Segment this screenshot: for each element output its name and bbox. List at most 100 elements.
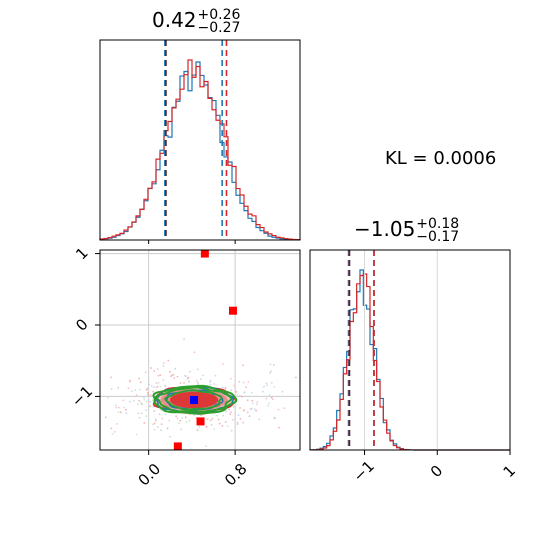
sample-point <box>104 416 107 419</box>
sample-point <box>138 400 141 402</box>
sample-point <box>158 413 161 416</box>
sample-point <box>213 428 216 430</box>
param-2-lower: −0.17 <box>416 228 460 245</box>
sample-point <box>110 388 113 390</box>
sample-point <box>230 429 233 432</box>
sample-point <box>230 377 232 380</box>
sample-point <box>132 399 135 402</box>
sample-point <box>134 389 137 391</box>
sample-point <box>211 417 214 420</box>
sample-point <box>125 412 128 415</box>
sample-point <box>162 362 165 364</box>
sample-point <box>221 425 224 427</box>
sample-point <box>198 426 201 428</box>
sample-point <box>226 425 229 427</box>
sample-point <box>179 382 182 384</box>
sample-point <box>218 422 221 425</box>
sample-point <box>183 382 185 384</box>
sample-point <box>160 429 163 431</box>
sample-point <box>239 418 242 420</box>
sample-point <box>175 415 178 417</box>
sample-point <box>149 405 152 408</box>
sample-point <box>143 422 146 424</box>
sample-point <box>137 412 140 415</box>
sample-point <box>242 381 245 384</box>
sample-point <box>150 367 153 369</box>
sample-point <box>188 419 191 422</box>
contour-green-mid <box>155 386 233 413</box>
sample-point <box>197 383 200 385</box>
sample-point <box>281 390 284 393</box>
sample-point <box>241 395 243 398</box>
sample-point <box>270 396 273 399</box>
sample-point <box>244 395 247 398</box>
sample-point <box>277 408 280 411</box>
sample-point <box>139 388 142 391</box>
sample-point <box>125 408 127 411</box>
sample-point <box>141 403 144 406</box>
histogram-blue-param-1 <box>99 61 301 241</box>
sample-point <box>152 405 155 408</box>
sample-point <box>263 385 265 388</box>
sample-point <box>153 410 156 412</box>
sample-point <box>185 421 188 423</box>
sample-point <box>168 419 171 422</box>
sample-point <box>149 400 152 403</box>
sample-point <box>159 408 162 411</box>
sample-point <box>135 433 138 436</box>
sample-point <box>217 418 220 421</box>
sample-point <box>265 397 268 400</box>
sample-point <box>151 423 154 426</box>
sample-point <box>193 351 196 354</box>
sample-point <box>156 368 159 370</box>
sample-point <box>230 411 232 414</box>
sample-point <box>274 416 276 419</box>
sample-point <box>246 411 249 414</box>
contour-green-inner <box>163 389 223 411</box>
sample-point <box>273 386 276 388</box>
sample-point <box>157 426 159 428</box>
sample-point <box>216 414 219 417</box>
sample-point <box>251 402 254 405</box>
kl-divergence-label: KL = 0.0006 <box>385 148 497 169</box>
param-1-title: 0.42 +0.26 −0.27 <box>152 8 240 35</box>
axes-frame <box>99 39 301 241</box>
param-2-title: −1.05 +0.18 −0.17 <box>354 217 459 244</box>
sample-point <box>164 385 167 387</box>
param-2-value: −1.05 <box>354 217 416 241</box>
sample-point <box>222 414 225 417</box>
sample-point <box>188 370 191 373</box>
sample-point <box>229 413 232 416</box>
sample-point <box>251 391 253 394</box>
sample-point <box>128 381 131 383</box>
sample-point <box>210 423 213 426</box>
y-tick-label: −1 <box>68 382 96 410</box>
sample-point <box>159 386 162 388</box>
param-1-lower: −0.27 <box>197 19 241 36</box>
marker-red-square <box>228 306 237 315</box>
y-tick-label: 1 <box>72 244 91 263</box>
sample-point <box>230 389 233 391</box>
sample-point <box>270 381 273 384</box>
sample-point <box>181 417 184 419</box>
param-2-upper: +0.18 <box>416 215 460 232</box>
sample-point <box>188 381 190 383</box>
marker-blue-square <box>190 396 199 404</box>
sample-point <box>111 433 114 435</box>
sample-point <box>123 406 125 409</box>
sample-point <box>157 381 160 384</box>
sample-point <box>238 380 241 383</box>
x-tick-label: 0.8 <box>221 460 251 490</box>
sample-point <box>242 409 245 412</box>
sample-point <box>129 400 131 403</box>
sample-point <box>147 391 149 394</box>
sample-point <box>139 381 142 384</box>
sample-point <box>107 396 109 399</box>
sample-point <box>145 400 148 403</box>
sample-point <box>205 426 208 428</box>
param-1-upper: +0.26 <box>197 6 241 23</box>
sample-point <box>149 394 152 397</box>
sample-point <box>179 419 182 422</box>
sample-point <box>184 374 187 377</box>
